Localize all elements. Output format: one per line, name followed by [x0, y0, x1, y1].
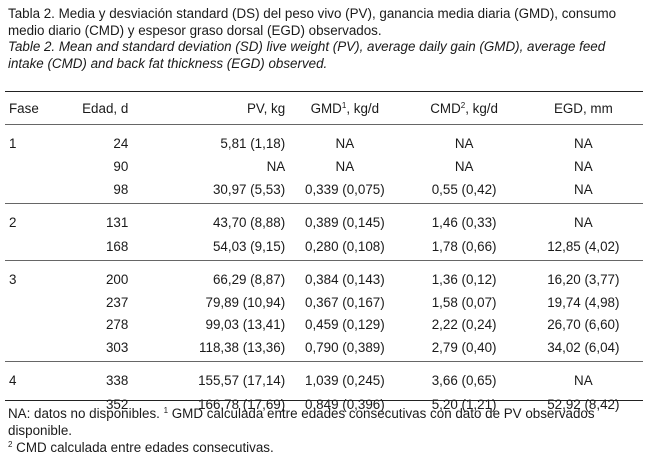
cell-egd: 19,74 (4,98) [547, 294, 620, 310]
cell-fase: 2 [5, 203, 65, 234]
cell-cmd: 0,55 (0,42) [431, 181, 497, 197]
cell-gmd: 0,790 (0,389) [305, 339, 385, 355]
cell-fase: 1 [5, 124, 65, 155]
cell-cmd: 2,79 (0,40) [431, 339, 497, 355]
table-row: 1 24 5,81 (1,18) NA NA NA [5, 124, 643, 155]
footnote-1-text: GMD calculada entre edades consecutivas … [8, 406, 595, 438]
table-row: 237 79,89 (10,94) 0,367 (0,167) 1,58 (0,… [5, 291, 643, 313]
cell-egd: 26,70 (6,60) [547, 316, 620, 332]
cell-pv: NA [266, 158, 286, 174]
cell-edad: 278 [105, 316, 129, 332]
cell-fase [5, 335, 65, 362]
cell-gmd: 0,384 (0,143) [285, 260, 405, 291]
results-table: Fase Edad, d PV, kg GMD1, kg/d CMD2, kg/… [5, 92, 643, 418]
cell-gmd: NA [335, 158, 355, 174]
cell-edad: 303 [105, 339, 129, 355]
header-cmd-sup: 2 [460, 100, 466, 110]
cell-fase [5, 234, 65, 261]
cell-fase [5, 155, 65, 177]
cell-gmd: 0,459 (0,129) [305, 316, 385, 332]
cell-cmd: 1,78 (0,66) [431, 238, 497, 254]
cell-egd: 16,20 (3,77) [523, 260, 643, 291]
table-row: 2 131 43,70 (8,88) 0,389 (0,145) 1,46 (0… [5, 203, 643, 234]
table-footnotes: NA: datos no disponibles. 1 GMD calculad… [8, 405, 648, 456]
cell-fase: 4 [5, 361, 65, 392]
caption-spanish: Tabla 2. Media y desviación standard (DS… [8, 6, 617, 38]
cell-egd: 34,02 (6,04) [547, 339, 620, 355]
table-row: 303 118,38 (13,36) 0,790 (0,389) 2,79 (0… [5, 335, 643, 362]
cell-cmd: 3,66 (0,65) [404, 361, 524, 392]
cell-egd: 12,85 (4,02) [547, 238, 620, 254]
cell-cmd: 1,46 (0,33) [404, 203, 524, 234]
cell-cmd: NA [454, 158, 474, 174]
header-gmd-label: GMD [310, 100, 342, 116]
cell-edad: 131 [64, 203, 129, 234]
table-row: 4 338 155,57 (17,14) 1,039 (0,245) 3,66 … [5, 361, 643, 392]
cell-fase [5, 313, 65, 335]
table-row: 90 NA NA NA NA [5, 155, 643, 177]
cell-pv: 155,57 (17,14) [128, 361, 286, 392]
header-row: Fase Edad, d PV, kg GMD1, kg/d CMD2, kg/… [5, 92, 643, 125]
cell-fase [5, 177, 65, 204]
cell-pv: 43,70 (8,88) [128, 203, 286, 234]
table-row: 98 30,97 (5,53) 0,339 (0,075) 0,55 (0,42… [5, 177, 643, 204]
table-row: 3 200 66,29 (8,87) 0,384 (0,143) 1,36 (0… [5, 260, 643, 291]
cell-cmd: NA [404, 124, 524, 155]
cell-pv: 99,03 (13,41) [205, 316, 286, 332]
footnote-2-marker: 2 [8, 440, 13, 449]
table-row: 168 54,03 (9,15) 0,280 (0,108) 1,78 (0,6… [5, 234, 643, 261]
cell-egd: NA [523, 361, 643, 392]
footnote-1-marker: 1 [163, 406, 169, 415]
header-egd: EGD, mm [553, 100, 613, 116]
header-edad: Edad, d [82, 100, 129, 116]
bottom-rule [5, 400, 643, 401]
header-cmd: CMD2, kg/d [405, 92, 524, 125]
header-gmd-sup: 1 [341, 100, 347, 110]
footnote-line-1: NA: datos no disponibles. 1 GMD calculad… [8, 405, 648, 439]
cell-edad: 90 [113, 158, 129, 174]
cell-edad: 24 [64, 124, 129, 155]
cell-pv: 5,81 (1,18) [128, 124, 286, 155]
top-rule [5, 91, 643, 92]
cell-fase: 3 [5, 260, 65, 291]
cell-pv: 54,03 (9,15) [212, 238, 286, 254]
cell-egd: NA [523, 124, 643, 155]
header-cmd-label: CMD [430, 100, 461, 116]
header-cmd-unit: , kg/d [465, 100, 498, 116]
cell-gmd: 0,280 (0,108) [305, 238, 385, 254]
cell-cmd: 1,58 (0,07) [431, 294, 497, 310]
table-row: 278 99,03 (13,41) 0,459 (0,129) 2,22 (0,… [5, 313, 643, 335]
cell-pv: 30,97 (5,53) [212, 181, 286, 197]
cell-edad: 168 [105, 238, 129, 254]
cell-pv: 79,89 (10,94) [205, 294, 286, 310]
cell-fase [5, 291, 65, 313]
cell-edad: 338 [64, 361, 129, 392]
cell-edad: 200 [64, 260, 129, 291]
cell-gmd: 0,389 (0,145) [285, 203, 405, 234]
cell-egd: NA [574, 181, 593, 197]
cell-gmd: NA [285, 124, 405, 155]
header-fase: Fase [9, 100, 39, 116]
cell-gmd: 0,339 (0,075) [305, 181, 385, 197]
cell-egd: NA [574, 158, 593, 174]
cell-gmd: 0,367 (0,167) [305, 294, 385, 310]
cell-cmd: 1,36 (0,12) [404, 260, 524, 291]
footnote-na: NA: datos no disponibles. [8, 406, 160, 421]
table-caption: Tabla 2. Media y desviación standard (DS… [8, 6, 644, 72]
cell-edad: 237 [105, 294, 129, 310]
cell-gmd: 1,039 (0,245) [285, 361, 405, 392]
header-pv: PV, kg [246, 100, 286, 116]
caption-english: Table 2. Mean and standard deviation (SD… [8, 39, 606, 71]
cell-pv: 66,29 (8,87) [128, 260, 286, 291]
header-gmd: GMD1, kg/d [285, 92, 404, 125]
cell-edad: 98 [113, 181, 129, 197]
cell-pv: 118,38 (13,36) [199, 339, 286, 355]
cell-egd: NA [523, 203, 643, 234]
cell-cmd: 2,22 (0,24) [431, 316, 497, 332]
header-gmd-unit: , kg/d [346, 100, 380, 116]
